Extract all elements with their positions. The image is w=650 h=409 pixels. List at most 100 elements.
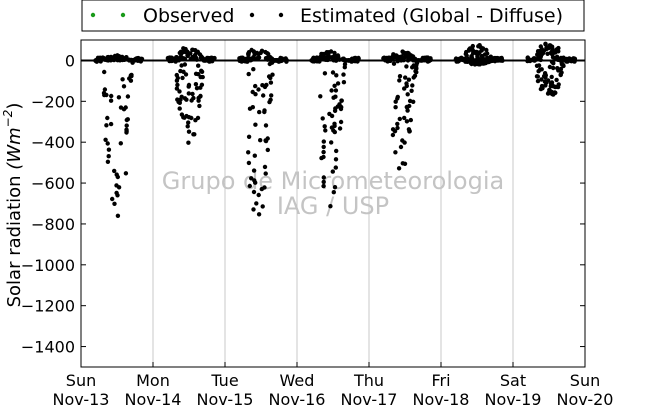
data-point — [542, 79, 548, 84]
y-tick-label-1: −200 — [31, 92, 75, 111]
data-point — [175, 82, 180, 88]
data-point — [332, 185, 338, 190]
data-point — [479, 48, 484, 53]
x-tick-date-3: Nov-16 — [269, 390, 326, 409]
data-point — [539, 51, 545, 57]
data-point — [97, 55, 103, 60]
data-point — [177, 98, 182, 104]
data-point — [186, 129, 192, 134]
data-point — [262, 108, 267, 113]
data-point — [469, 61, 474, 67]
x-tick-date-6: Nov-19 — [485, 390, 542, 409]
data-point — [475, 54, 480, 59]
data-point — [398, 144, 404, 150]
data-point — [196, 63, 201, 68]
data-point — [190, 91, 195, 97]
data-point — [410, 83, 415, 88]
legend-marker-observed-2 — [120, 12, 126, 18]
data-point — [396, 166, 402, 171]
data-point — [247, 183, 252, 189]
data-point — [246, 51, 251, 56]
data-point — [184, 97, 189, 102]
data-point — [403, 75, 408, 80]
data-point — [428, 56, 433, 61]
data-point — [342, 61, 348, 67]
data-point — [480, 61, 486, 66]
data-point — [319, 155, 324, 161]
y-axis-ticks: 0 −200 −400 −600 −800 −1000 −1200 −1400 — [21, 51, 585, 357]
data-point — [332, 121, 337, 127]
data-point — [263, 123, 269, 128]
data-point — [111, 55, 116, 61]
data-point — [251, 207, 256, 212]
data-point — [555, 84, 561, 90]
data-point — [186, 120, 191, 125]
data-point — [105, 159, 111, 164]
data-point — [185, 49, 190, 54]
data-point — [554, 77, 559, 83]
data-point — [112, 201, 117, 206]
data-point — [262, 185, 267, 190]
x-tick-date-5: Nov-18 — [413, 390, 470, 409]
data-point — [263, 171, 268, 176]
data-point — [549, 49, 554, 54]
data-point — [391, 61, 397, 66]
data-point — [251, 67, 256, 72]
data-point — [335, 104, 340, 109]
data-point — [124, 123, 129, 128]
data-point — [538, 44, 543, 49]
data-point — [406, 77, 412, 82]
legend-box — [81, 0, 585, 32]
data-point — [539, 77, 544, 82]
data-point — [395, 121, 400, 127]
data-point — [555, 66, 560, 71]
data-point — [105, 141, 110, 146]
data-point — [125, 94, 131, 99]
data-point — [191, 132, 196, 137]
plot-frame — [80, 39, 586, 368]
x-tick-date-4: Nov-17 — [341, 390, 398, 409]
data-point — [410, 54, 415, 59]
data-point — [177, 106, 182, 111]
data-point — [330, 169, 335, 174]
data-point — [341, 72, 346, 77]
data-point — [123, 171, 129, 176]
data-point — [199, 82, 205, 88]
data-point — [263, 56, 269, 61]
x-tick-day-0: Sun — [66, 371, 96, 390]
data-point — [326, 50, 331, 55]
data-point — [120, 77, 125, 82]
data-point — [474, 49, 479, 55]
data-point — [108, 121, 114, 127]
data-point — [119, 55, 124, 60]
data-point — [246, 134, 252, 139]
data-point — [101, 90, 107, 96]
data-point — [538, 86, 544, 92]
data-point — [186, 115, 192, 120]
x-tick-day-2: Tue — [210, 371, 238, 390]
data-point — [258, 138, 263, 143]
data-point — [124, 127, 129, 132]
data-point — [329, 88, 334, 93]
data-point — [534, 74, 540, 79]
data-point — [414, 70, 419, 75]
data-point — [199, 68, 204, 74]
data-point — [549, 74, 554, 80]
data-point — [404, 104, 409, 110]
data-point — [177, 89, 182, 94]
data-point — [547, 64, 553, 70]
data-point — [102, 87, 108, 92]
data-point — [256, 192, 261, 198]
data-point — [546, 78, 551, 83]
data-point — [262, 164, 268, 170]
data-point — [190, 47, 195, 52]
data-point — [110, 196, 115, 202]
data-point — [115, 213, 121, 218]
data-point — [104, 123, 109, 128]
data-point — [258, 50, 263, 56]
data-point — [179, 94, 184, 100]
data-point — [103, 137, 108, 142]
data-point — [400, 138, 405, 143]
data-point — [329, 113, 335, 119]
